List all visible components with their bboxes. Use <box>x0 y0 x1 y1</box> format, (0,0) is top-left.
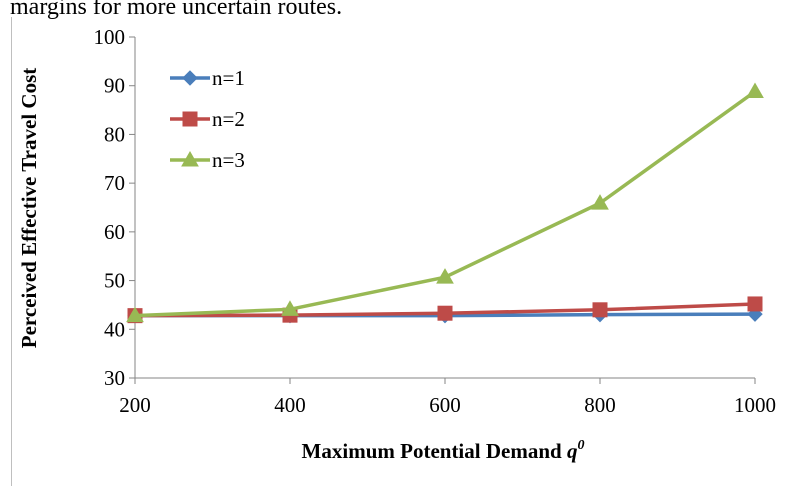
legend-label: n=2 <box>212 107 245 131</box>
legend-item: n=3 <box>170 148 245 172</box>
legend-marker <box>182 70 198 86</box>
data-point <box>437 305 453 321</box>
y-tick-label: 80 <box>104 122 125 146</box>
series-layer <box>126 82 764 324</box>
y-tick-label: 70 <box>104 171 125 195</box>
y-tick-label: 30 <box>104 366 125 390</box>
x-tick-label: 1000 <box>734 393 776 417</box>
legend-item: n=1 <box>170 66 245 90</box>
y-tick-label: 60 <box>104 220 125 244</box>
data-point <box>592 302 608 318</box>
legend-marker <box>182 111 198 127</box>
x-tick-label: 800 <box>584 393 616 417</box>
y-tick-label: 100 <box>94 25 126 49</box>
series-n=3 <box>126 82 764 323</box>
x-axis-label: Maximum Potential Demand q0 <box>302 438 585 463</box>
x-tick-label: 400 <box>274 393 306 417</box>
data-point <box>281 300 299 316</box>
series-n=2 <box>127 296 763 324</box>
context-text: margins for more uncertain routes. <box>10 0 343 20</box>
y-axis-label: Perceived Effective Travel Cost <box>17 68 41 348</box>
y-tick-label: 40 <box>104 317 125 341</box>
legend-item: n=2 <box>170 107 245 131</box>
y-tick-label: 90 <box>104 74 125 98</box>
x-tick-label: 200 <box>119 393 151 417</box>
x-axis-label-text: Maximum Potential Demand <box>302 439 567 463</box>
data-point <box>746 82 764 99</box>
chart-legend: n=1 n=2 n=3 <box>170 66 245 172</box>
data-point <box>591 194 609 210</box>
data-point <box>747 296 763 312</box>
data-point <box>126 306 144 323</box>
legend-label: n=3 <box>212 148 245 172</box>
chart-frame <box>11 17 795 486</box>
legend-marker <box>181 150 199 167</box>
legend-label: n=1 <box>212 66 245 90</box>
x-tick-label: 600 <box>429 393 461 417</box>
chart-axes: 30 40 50 60 70 80 90 100 200 400 600 800 1000 <box>94 25 777 417</box>
data-point <box>436 268 454 284</box>
y-tick-label: 50 <box>104 269 125 293</box>
x-axis-label-superscript: 0 <box>577 438 584 453</box>
x-axis-label-symbol: q <box>567 439 578 463</box>
